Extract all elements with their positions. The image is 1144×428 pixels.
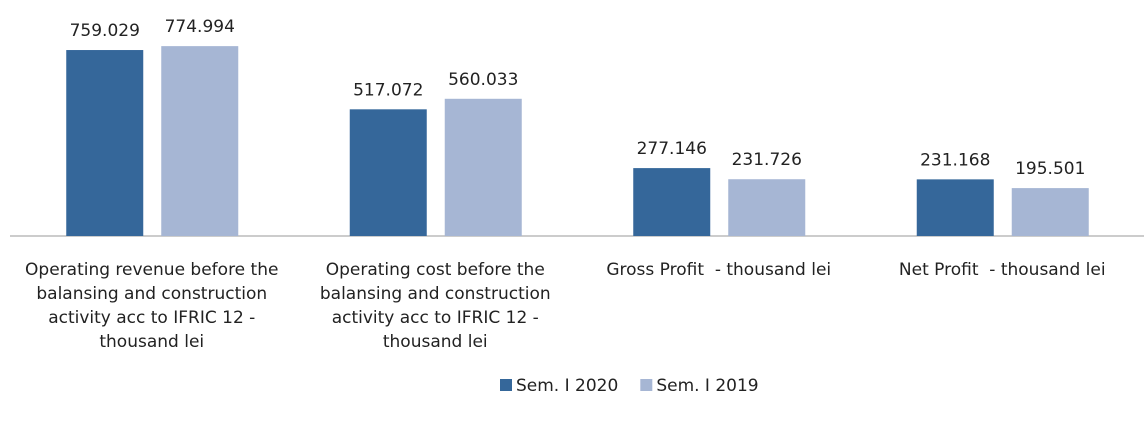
x-tick-label: Gross Profit - thousand lei <box>606 260 832 280</box>
bar <box>161 46 239 237</box>
data-label: 517.072 <box>353 80 423 100</box>
data-label: 231.726 <box>732 150 802 170</box>
bar <box>633 168 711 236</box>
bar <box>916 179 994 236</box>
bar <box>728 179 806 236</box>
legend-label: Sem. I 2019 <box>656 376 758 396</box>
data-label: 195.501 <box>1015 159 1085 179</box>
data-label: 759.029 <box>70 21 140 41</box>
bar <box>349 109 427 236</box>
data-label: 774.994 <box>165 17 235 37</box>
x-tick-label: Net Profit - thousand lei <box>898 260 1106 280</box>
x-tick-label: Operating revenue before the balansing a… <box>25 260 284 352</box>
legend-label: Sem. I 2020 <box>516 376 618 396</box>
legend-swatch <box>640 379 653 391</box>
data-label: 231.168 <box>920 150 990 170</box>
data-label: 560.033 <box>448 70 518 90</box>
x-tick-label: Operating cost before the balansing and … <box>319 260 557 352</box>
bar <box>1011 188 1089 236</box>
data-label: 277.146 <box>637 139 707 159</box>
legend-swatch <box>500 379 512 391</box>
bar <box>444 98 522 236</box>
bar <box>66 50 144 236</box>
